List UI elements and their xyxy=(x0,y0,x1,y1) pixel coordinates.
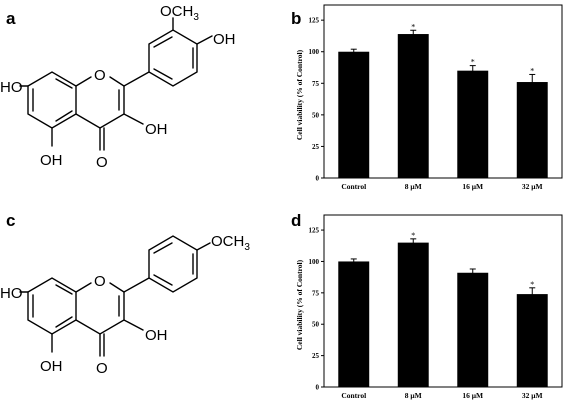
y-tick-label: 75 xyxy=(312,80,320,88)
significance-marker: * xyxy=(411,231,415,240)
panel-label-d: d xyxy=(291,211,301,230)
structure-a-methoxy: OCH3 xyxy=(160,3,199,23)
bar xyxy=(397,34,429,179)
structure-a-oh-bottom: OH xyxy=(40,152,63,169)
bar xyxy=(516,82,548,178)
y-tick-label: 125 xyxy=(309,17,320,25)
chemical-structure-a: HO OH OH OH O O OCH3 xyxy=(0,3,236,171)
bar xyxy=(457,70,489,178)
structure-a-ho-left: HO xyxy=(0,79,23,96)
y-tick-label: 50 xyxy=(312,321,320,329)
bar xyxy=(338,261,370,387)
y-tick-label: 0 xyxy=(316,384,320,392)
bar xyxy=(338,51,370,179)
structure-a-oh-top: OH xyxy=(213,31,236,48)
y-tick-label: 100 xyxy=(309,48,320,56)
bar-chart-b: 0 25 50 75 100 125 Control * 8 μM * 16 μM * 32 μM xyxy=(309,4,563,191)
significance-marker: * xyxy=(530,280,534,289)
y-tick-label: 100 xyxy=(309,258,320,266)
structure-c-carbonyl-oxygen: O xyxy=(96,360,108,377)
panel-label-b: b xyxy=(291,9,301,28)
chemical-structure-c: HO OH OH O O OCH3 xyxy=(0,233,250,377)
category-label: 8 μM xyxy=(405,182,422,191)
bar-chart-d: 0 25 50 75 100 125 Control * 8 μM 16 μM * 32 μM xyxy=(309,214,563,400)
bar xyxy=(516,294,548,387)
y-tick-label: 125 xyxy=(309,227,320,235)
category-label: 16 μM xyxy=(462,391,483,400)
structure-c-oh-bottom: OH xyxy=(40,358,63,375)
panel-label-a: a xyxy=(6,9,16,28)
category-label: 8 μM xyxy=(405,391,422,400)
structure-c-methoxy: OCH3 xyxy=(211,233,250,253)
significance-marker: * xyxy=(471,58,475,67)
structure-c-ring-oxygen: O xyxy=(94,273,106,290)
significance-marker: * xyxy=(411,22,415,31)
y-tick-label: 25 xyxy=(312,143,320,151)
category-label: 16 μM xyxy=(462,182,483,191)
panel-label-c: c xyxy=(6,211,15,230)
category-label: Control xyxy=(341,182,366,191)
structure-c-ho-left: HO xyxy=(0,285,23,302)
plot-frame xyxy=(323,214,563,388)
structure-a-ring-oxygen: O xyxy=(94,67,106,84)
plot-frame xyxy=(323,4,563,179)
y-tick-label: 75 xyxy=(312,289,320,297)
structure-a-oh-right: OH xyxy=(145,121,168,138)
category-label: 32 μM xyxy=(522,182,543,191)
chart-b-ylabel: Cell viability (% of Control) xyxy=(295,49,304,140)
bar xyxy=(397,242,429,387)
chart-d-ylabel: Cell viability (% of Control) xyxy=(295,259,304,350)
significance-marker: * xyxy=(530,66,534,75)
category-label: Control xyxy=(341,391,366,400)
bar xyxy=(457,272,489,387)
y-tick-label: 25 xyxy=(312,352,320,360)
category-label: 32 μM xyxy=(522,391,543,400)
y-tick-label: 50 xyxy=(312,111,320,119)
y-tick-label: 0 xyxy=(316,175,320,183)
structure-c-oh-right: OH xyxy=(145,327,168,344)
structure-a-carbonyl-oxygen: O xyxy=(96,154,108,171)
